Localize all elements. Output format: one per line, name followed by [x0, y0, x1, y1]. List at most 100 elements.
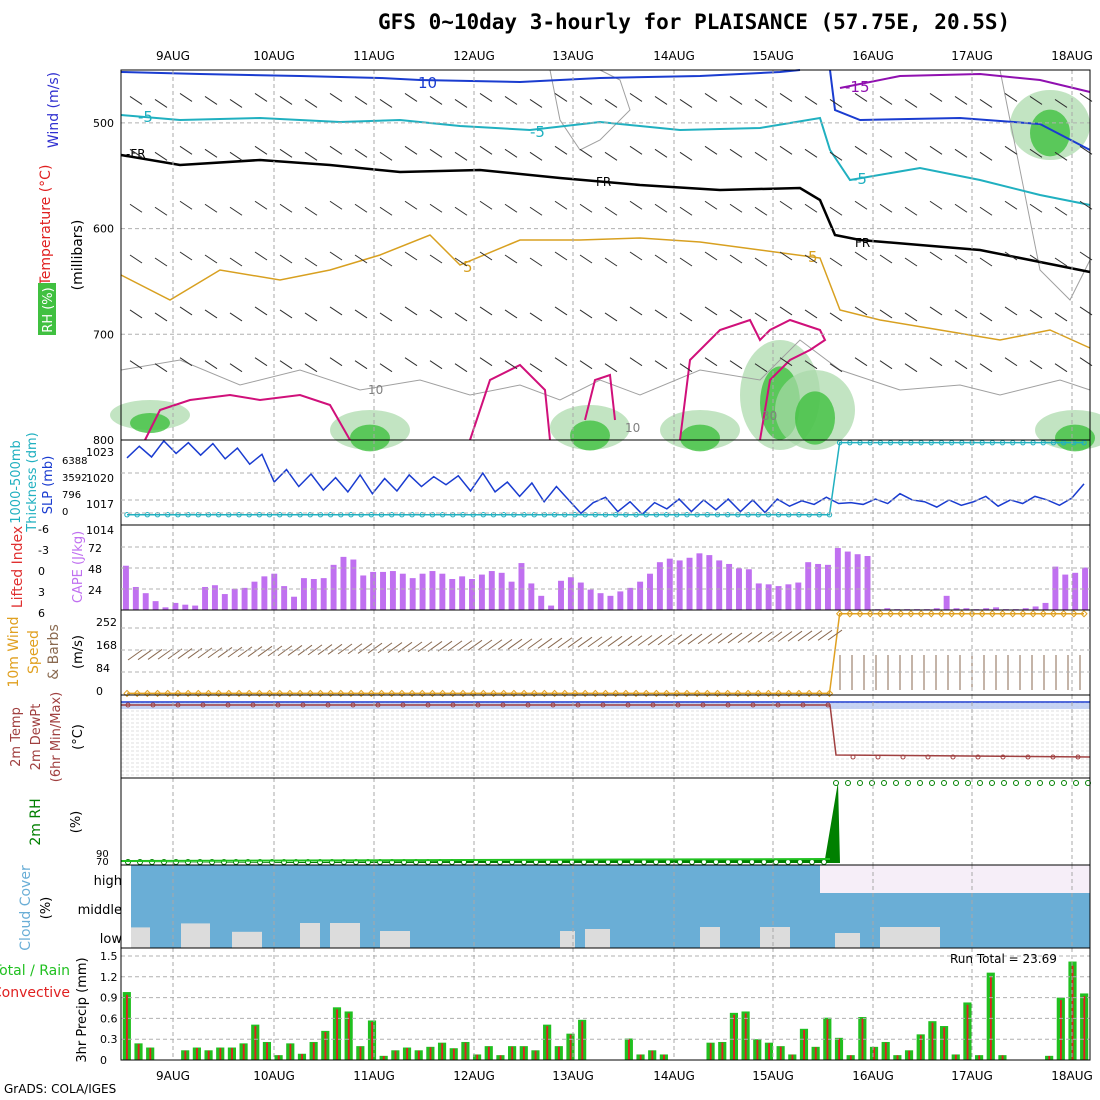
wind-barb — [354, 148, 368, 158]
wind-barb — [567, 637, 583, 648]
precip-bar-convective — [441, 1043, 444, 1060]
rh2m-marker — [761, 859, 767, 865]
cape-bar — [182, 604, 189, 610]
wind-barb — [879, 360, 893, 370]
wind-barb — [379, 99, 393, 108]
rh2m-series — [120, 858, 831, 862]
wind-barb — [704, 357, 718, 367]
wind-barb — [804, 309, 818, 319]
ylabel-precip: 3hr Precip (mm) — [75, 957, 90, 1062]
precip-bar-convective — [768, 1043, 770, 1060]
precip-tick-label: 1.5 — [100, 950, 118, 963]
wind-barb — [279, 254, 293, 264]
precip-bar-convective — [149, 1048, 152, 1060]
rh-shade-inner — [350, 424, 390, 452]
wind-speed-marker — [886, 610, 895, 618]
wind-barb — [429, 203, 443, 213]
precip-bar-convective — [534, 1050, 537, 1060]
wind-barb — [204, 96, 218, 105]
wind-speed-marker — [1059, 610, 1068, 618]
wind-barb — [1004, 357, 1018, 367]
wind-barb — [677, 633, 693, 645]
cloud-level-label: high — [94, 874, 122, 889]
wind-barb — [707, 633, 723, 644]
dewpoint-marker — [300, 702, 306, 708]
ylabel-wind-speed: Speed — [26, 630, 42, 674]
wind-barb — [754, 99, 768, 108]
wind-barb — [147, 649, 163, 660]
day-label-top: 16AUG — [852, 49, 894, 63]
wind-barb — [954, 360, 968, 370]
wind-barb — [929, 145, 943, 155]
cape-bar — [1032, 606, 1039, 610]
wind-barb — [554, 251, 568, 261]
cape-bar — [548, 605, 555, 610]
lifted-index-tick-label: 3 — [38, 586, 45, 599]
wind-speed-marker — [978, 610, 986, 618]
wind-barb — [747, 631, 763, 643]
wind-barb — [154, 363, 168, 373]
wind-barb — [254, 357, 268, 367]
wind-speed-marker — [856, 610, 864, 618]
wind-barb — [767, 631, 783, 643]
rh2m-marker — [749, 859, 755, 865]
rh2m-marker — [1025, 780, 1031, 786]
wind-barb — [279, 148, 293, 158]
wind-barb — [754, 363, 768, 373]
dewpoint-marker — [275, 702, 281, 708]
wind-barb — [254, 306, 268, 316]
contour-freezing — [120, 153, 1091, 274]
cape-bar — [538, 595, 545, 610]
cape-bar — [1082, 567, 1089, 610]
precip-bar-convective — [452, 1048, 455, 1060]
cape-bar — [469, 579, 475, 610]
wind-barb — [1054, 363, 1068, 373]
cloud-high-gap — [820, 865, 1090, 893]
precip-bar-convective — [196, 1048, 198, 1060]
wind-barb — [237, 646, 253, 658]
cape-bar — [884, 608, 891, 610]
wind-barb — [679, 257, 693, 267]
wind-barb — [879, 148, 893, 158]
precip-bar-convective — [557, 1046, 560, 1060]
wind-barb — [504, 203, 518, 213]
wind-barb — [304, 151, 318, 161]
day-label-top: 14AUG — [653, 49, 695, 63]
cloud-low-patch — [880, 927, 940, 948]
wind-barb — [647, 634, 663, 646]
wind-barb — [554, 93, 568, 102]
thickness-tick-label: 6388 — [62, 456, 87, 467]
wind-barb — [604, 151, 618, 161]
wind-barb — [577, 636, 593, 648]
wind-barb — [804, 203, 818, 213]
wind-barb — [679, 99, 693, 108]
wind-speed-marker — [947, 610, 956, 618]
wind-barb — [179, 251, 193, 261]
cape-bar — [953, 608, 960, 610]
cape-bar — [340, 556, 347, 610]
wind-barb — [954, 96, 968, 105]
wind-barb — [404, 200, 418, 210]
precip-bar-convective — [896, 1055, 899, 1060]
rh-contour-gray — [999, 69, 1091, 301]
precip-bar-convective — [394, 1050, 397, 1060]
day-label-top: 9AUG — [156, 49, 190, 63]
dewpoint-marker — [700, 702, 706, 708]
wind-barb — [679, 363, 693, 373]
wind-barb — [854, 357, 868, 367]
wind-barb — [804, 360, 818, 370]
wind-barb — [604, 363, 618, 373]
wind-barb — [437, 640, 453, 652]
dewpoint-marker — [525, 702, 531, 708]
ylabel-cloud-unit: (%) — [39, 897, 54, 920]
cape-bar — [1062, 574, 1069, 610]
wind-barb — [904, 257, 918, 267]
wind-barb — [1029, 309, 1043, 319]
rh2m-area — [121, 782, 840, 863]
wind-barb — [179, 93, 193, 102]
rh2m-marker — [1013, 780, 1019, 786]
wind-barb — [404, 357, 418, 367]
cape-bar — [647, 573, 653, 610]
cape-bar — [558, 580, 564, 610]
cape-bar — [449, 579, 456, 610]
